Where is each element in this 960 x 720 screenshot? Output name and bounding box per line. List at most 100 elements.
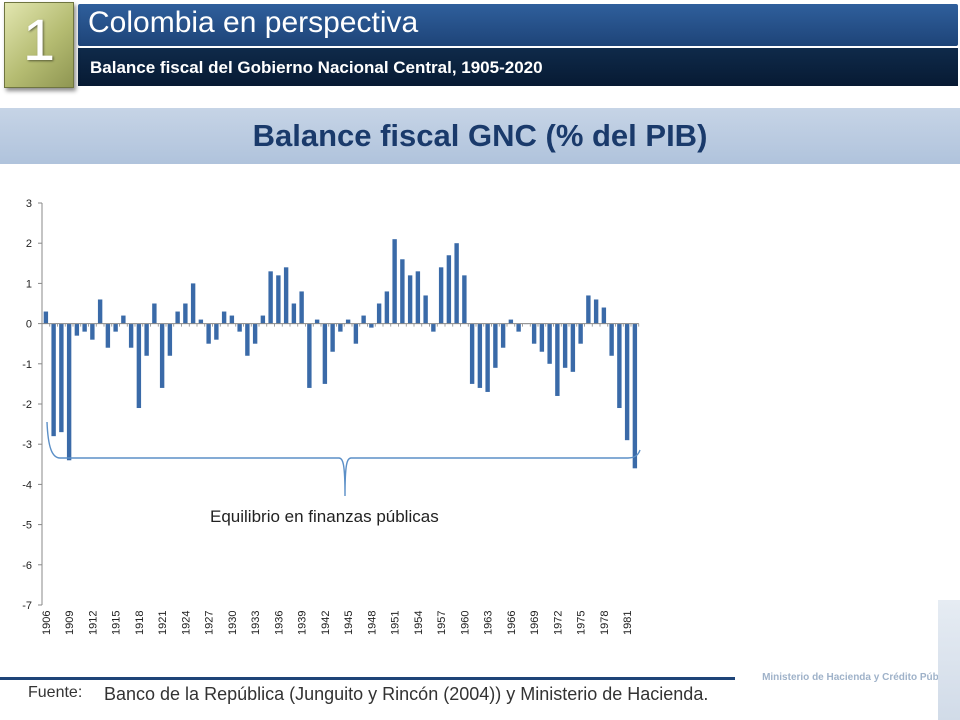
x-tick-label: 1930 bbox=[227, 611, 239, 635]
section-number-badge: 1 bbox=[4, 2, 74, 88]
bar bbox=[307, 323, 312, 388]
bar bbox=[431, 323, 436, 332]
bar bbox=[136, 323, 142, 409]
decorative-corner bbox=[938, 600, 960, 720]
bar-chart: 3 2 1 0 -1 -2 -3 -4 -5 -6 -7 1906 1909 1912 1915 1918 19… bbox=[22, 198, 641, 635]
bar bbox=[376, 303, 382, 324]
bar bbox=[105, 323, 111, 348]
annotation-label: Equilibrio en finanzas públicas bbox=[210, 507, 439, 526]
bar bbox=[338, 323, 343, 332]
bar bbox=[128, 323, 134, 348]
bar bbox=[369, 323, 374, 328]
y-tick-label: -6 bbox=[22, 560, 32, 572]
y-tick-label: -7 bbox=[22, 600, 32, 612]
y-tick-label: 2 bbox=[26, 238, 32, 250]
bar bbox=[547, 323, 552, 364]
x-tick-label: 1909 bbox=[64, 611, 76, 635]
bar bbox=[407, 275, 413, 324]
x-tick-label: 1981 bbox=[622, 611, 634, 635]
bar bbox=[221, 311, 227, 324]
bar bbox=[229, 315, 235, 324]
x-tick-label: 1957 bbox=[436, 611, 448, 635]
x-tick-label: 1936 bbox=[273, 611, 285, 635]
footer-source: Banco de la República (Junguito y Rincón… bbox=[104, 684, 709, 704]
bar bbox=[167, 323, 173, 356]
bar bbox=[198, 319, 204, 324]
x-tick-label: 1978 bbox=[599, 611, 611, 635]
section-number: 1 bbox=[22, 8, 56, 73]
y-tick-label: 0 bbox=[26, 319, 32, 331]
y-tick-label: -1 bbox=[22, 359, 32, 371]
bar bbox=[74, 323, 80, 336]
bar bbox=[624, 323, 630, 441]
bar bbox=[469, 323, 475, 384]
bar bbox=[252, 323, 258, 344]
bar bbox=[97, 299, 103, 324]
ministry-logo-text: Ministerio de Hacienda y Crédito Público bbox=[762, 672, 956, 683]
bar bbox=[593, 299, 599, 324]
bar bbox=[190, 283, 196, 324]
footer-divider bbox=[0, 677, 735, 680]
bar bbox=[562, 323, 568, 368]
brace-annotation bbox=[46, 421, 641, 497]
bar bbox=[555, 323, 560, 396]
bar bbox=[632, 323, 638, 469]
bar bbox=[90, 323, 95, 340]
bar bbox=[415, 271, 421, 324]
bar bbox=[617, 323, 622, 409]
y-tick-label: -3 bbox=[22, 439, 32, 451]
x-tick-label: 1948 bbox=[366, 611, 378, 635]
bar bbox=[283, 267, 289, 324]
x-tick-label: 1963 bbox=[483, 611, 495, 635]
bar bbox=[299, 291, 304, 324]
x-tick-label: 1975 bbox=[576, 611, 588, 635]
bar bbox=[291, 303, 297, 324]
bar bbox=[152, 303, 157, 324]
bar bbox=[601, 307, 607, 324]
x-tick-label: 1912 bbox=[87, 611, 99, 635]
bar bbox=[586, 295, 591, 324]
x-tick-label: 1927 bbox=[204, 611, 216, 635]
bar bbox=[121, 315, 126, 324]
x-tick-label: 1921 bbox=[157, 611, 169, 635]
y-tick-label: 3 bbox=[26, 198, 32, 210]
y-tick-label: -2 bbox=[22, 399, 32, 411]
bar bbox=[493, 323, 498, 368]
bar bbox=[113, 323, 118, 332]
subtitle-bar bbox=[78, 48, 958, 86]
x-tick-label: 1942 bbox=[320, 611, 332, 635]
page-title: Colombia en perspectiva bbox=[88, 6, 419, 39]
bar bbox=[314, 319, 320, 324]
bar bbox=[531, 323, 537, 344]
y-tick-label: -5 bbox=[22, 520, 32, 532]
x-tick-label: 1933 bbox=[250, 611, 262, 635]
y-tick-label: 1 bbox=[26, 278, 32, 290]
bar bbox=[214, 323, 219, 340]
x-tick-label: 1906 bbox=[41, 611, 53, 635]
bar bbox=[260, 315, 266, 324]
bar bbox=[43, 311, 49, 324]
page-subtitle: Balance fiscal del Gobierno Nacional Cen… bbox=[90, 58, 543, 77]
x-tick-label: 1924 bbox=[180, 611, 192, 635]
bar bbox=[322, 323, 328, 384]
bar bbox=[268, 271, 273, 324]
bar bbox=[609, 323, 614, 356]
bar bbox=[51, 323, 56, 437]
bar bbox=[66, 323, 72, 461]
bar bbox=[539, 323, 545, 352]
x-tick-label: 1918 bbox=[134, 611, 146, 635]
bar bbox=[59, 323, 64, 433]
bar bbox=[392, 239, 397, 324]
bar bbox=[462, 275, 467, 324]
bar bbox=[330, 323, 335, 352]
x-tick-label: 1960 bbox=[459, 611, 471, 635]
bar bbox=[345, 319, 351, 324]
x-tick-label: 1972 bbox=[552, 611, 564, 635]
bar bbox=[423, 295, 428, 324]
x-tick-label: 1954 bbox=[413, 611, 425, 635]
bar bbox=[237, 323, 242, 332]
chart-title-band bbox=[0, 108, 960, 164]
bar bbox=[206, 323, 211, 344]
bar bbox=[454, 243, 459, 324]
bar bbox=[175, 311, 180, 324]
